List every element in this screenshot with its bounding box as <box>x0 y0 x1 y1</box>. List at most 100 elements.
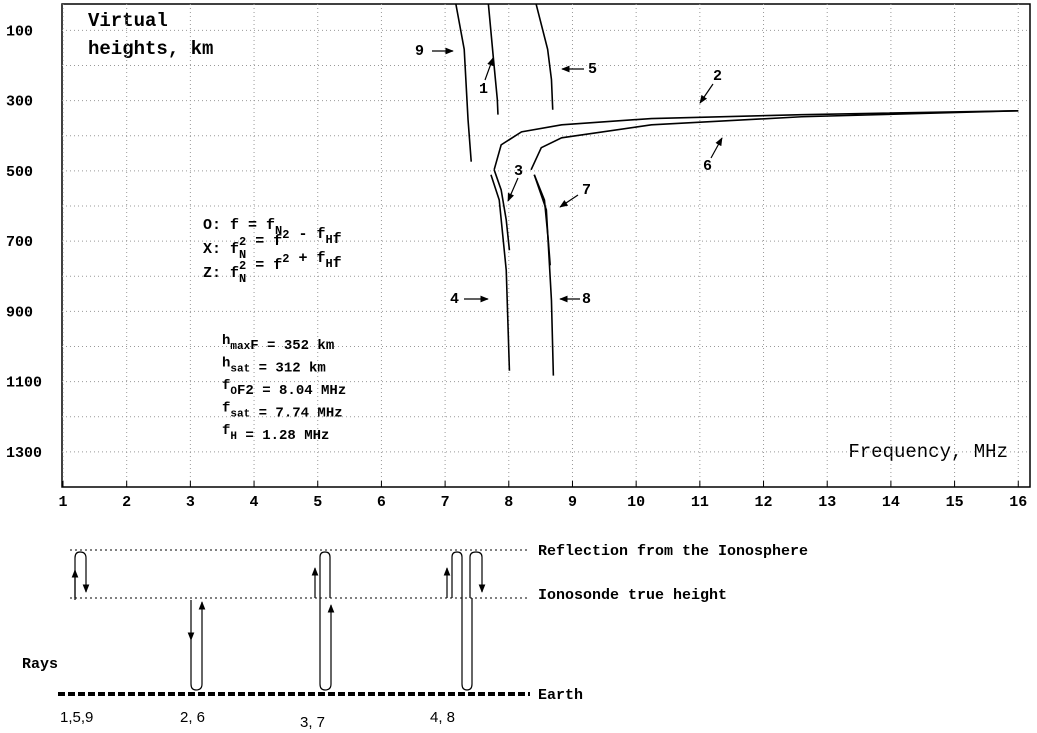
x-tick-label: 12 <box>755 494 773 511</box>
y-tick-label: 300 <box>6 94 33 111</box>
x-tick-label: 1 <box>58 494 67 511</box>
curve <box>487 4 499 115</box>
formula-text: = f <box>246 233 282 250</box>
formula-text: Z: f <box>203 265 239 282</box>
ray-group-label: 3, 7 <box>300 714 325 731</box>
y-tick-label: 1300 <box>6 445 42 462</box>
formula-sub: N <box>275 224 282 238</box>
formula-sub: sat <box>230 364 250 376</box>
formula-text: f <box>222 423 230 439</box>
formula-text: f <box>333 255 342 272</box>
x-tick-label: 2 <box>122 494 131 511</box>
curve <box>455 4 473 162</box>
curve-label: 4 <box>450 291 459 308</box>
y-tick-label: 100 <box>6 23 33 40</box>
formula-text: - f <box>289 226 325 243</box>
x-tick-label: 5 <box>313 494 322 511</box>
ray-diagram: Reflection from the Ionosphere Ionosonde… <box>22 543 808 731</box>
ray <box>190 601 206 691</box>
curve-label: 2 <box>713 68 722 85</box>
curve <box>493 109 1019 171</box>
ray <box>74 551 86 598</box>
y-tick-label: 900 <box>6 304 33 321</box>
formula-sub: N <box>239 248 246 262</box>
curve-arrow <box>699 83 714 104</box>
x-tick-label: 11 <box>691 494 709 511</box>
formula-line: Z: fN2 = f2 + fHf <box>203 250 342 286</box>
ray <box>469 551 486 598</box>
curve-label: 6 <box>703 158 712 175</box>
formula-text: F = 352 km <box>250 338 334 354</box>
formula-text: f <box>333 231 342 248</box>
formula-line: fOF2 = 8.04 MHz <box>222 378 346 399</box>
x-tick-label: 8 <box>504 494 513 511</box>
rays-label: Rays <box>22 656 58 673</box>
curve <box>490 174 511 371</box>
ray-group-label: 2, 6 <box>180 709 205 726</box>
formula-sup: 2 <box>239 259 246 273</box>
formula-line: fsat = 7.74 MHz <box>222 401 343 422</box>
formula-text: = f <box>246 257 282 274</box>
curve-arrow <box>710 137 723 159</box>
formula-text: + f <box>289 250 325 267</box>
ray-group-label: 1,5,9 <box>60 709 93 726</box>
x-tick-label: 3 <box>186 494 195 511</box>
y-tick-label: 700 <box>6 234 33 251</box>
earth-label: Earth <box>538 687 583 704</box>
reflection-label: Reflection from the Ionosphere <box>538 543 808 560</box>
curve <box>530 109 1019 171</box>
ray <box>451 551 473 691</box>
formula-sub: max <box>230 341 250 353</box>
formula-line: hmaxF = 352 km <box>222 333 334 354</box>
formula-sub: H <box>325 257 332 271</box>
curve-label: 3 <box>514 163 523 180</box>
curve-label: 1 <box>479 81 488 98</box>
formula-text: O: f = f <box>203 217 275 234</box>
formula-sub: H <box>325 233 332 247</box>
curve <box>533 174 551 266</box>
formula-line: hsat = 312 km <box>222 356 326 377</box>
formula-sub: O <box>230 386 237 398</box>
curve-arrow <box>559 194 579 208</box>
formula-sub: N <box>239 272 246 286</box>
formula-text: = 312 km <box>250 361 326 377</box>
formula-sup: 2 <box>282 228 289 242</box>
formula-sup: 2 <box>239 235 246 249</box>
x-tick-label: 13 <box>818 494 836 511</box>
curve-label: 8 <box>582 291 591 308</box>
formula-text: h <box>222 356 230 372</box>
formula-text: X: f <box>203 241 239 258</box>
y-axis-title: Virtual <box>88 10 168 32</box>
x-tick-label: 14 <box>882 494 900 511</box>
curve <box>493 169 511 251</box>
formula-line: fH = 1.28 MHz <box>222 423 329 444</box>
x-tick-label: 15 <box>946 494 964 511</box>
x-tick-label: 7 <box>441 494 450 511</box>
ray <box>319 551 331 691</box>
curve <box>535 4 554 110</box>
curve-arrow <box>484 57 494 81</box>
curve-label: 9 <box>415 43 424 60</box>
y-tick-label: 500 <box>6 164 33 181</box>
x-tick-label: 6 <box>377 494 386 511</box>
x-axis-title: Frequency, MHz <box>848 441 1008 463</box>
formula-text: h <box>222 333 230 349</box>
x-tick-label: 16 <box>1009 494 1027 511</box>
formula-text: f <box>222 401 230 417</box>
curve-label: 5 <box>588 61 597 78</box>
y-tick-label: 1100 <box>6 375 42 392</box>
curve-arrow <box>507 177 519 202</box>
x-tick-label: 9 <box>568 494 577 511</box>
y-axis-title: heights, km <box>88 38 213 60</box>
formula-text: = 7.74 MHz <box>250 406 342 422</box>
formula-sub: H <box>230 431 237 443</box>
formula-sup: 2 <box>282 252 289 266</box>
plot-frame <box>61 3 1031 488</box>
formula-line: O: f = fN <box>203 217 282 238</box>
true-height-label: Ionosonde true height <box>538 587 727 604</box>
formula-text: F2 = 8.04 MHz <box>237 383 346 399</box>
curve <box>533 174 555 376</box>
formula-sub: sat <box>230 409 250 421</box>
formula-text: = 1.28 MHz <box>237 428 329 444</box>
